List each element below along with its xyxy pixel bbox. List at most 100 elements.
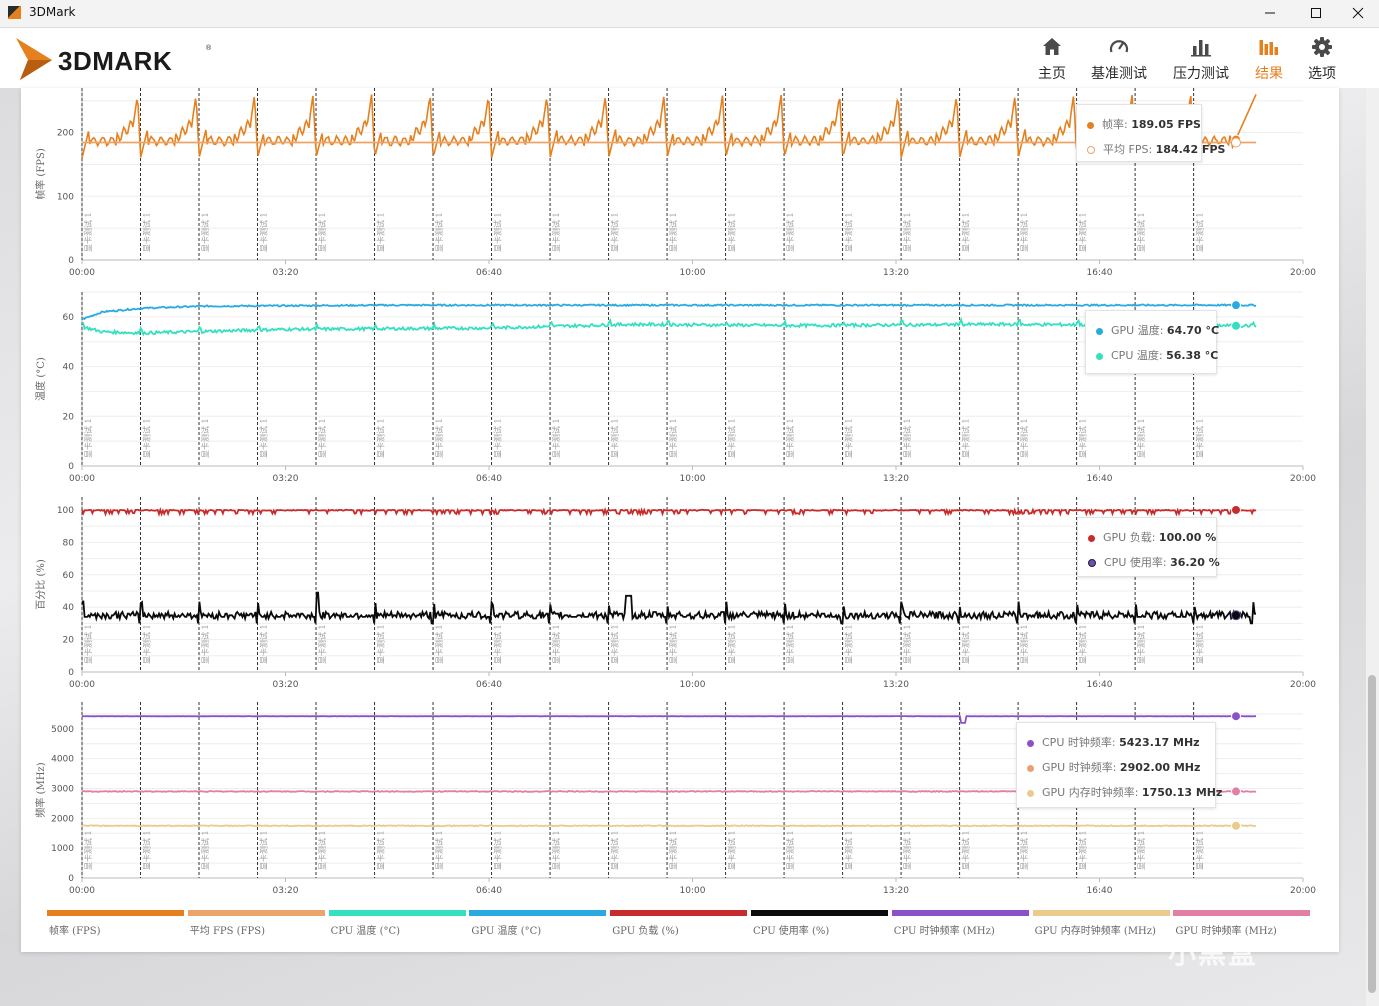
test-marker-label: 显卡测试 1: [259, 830, 269, 870]
results-icon: [1259, 40, 1278, 55]
legend-label: GPU 负载 (%): [612, 926, 679, 937]
legend-label: CPU 温度 (°C): [330, 926, 401, 937]
legend-swatch: [47, 910, 184, 916]
x-tick-label: 06:40: [476, 886, 502, 896]
test-marker-label: 显卡测试 1: [83, 624, 93, 664]
y-tick-label: 40: [63, 363, 75, 373]
legend-dot: [1087, 146, 1095, 154]
x-tick-label: 20:00: [1290, 680, 1316, 690]
test-marker-label: 显卡测试 1: [83, 212, 93, 252]
x-tick-label: 03:20: [273, 886, 299, 896]
legend-item[interactable]: CPU 使用率 (%): [751, 910, 888, 938]
legend-item[interactable]: GPU 时钟频率 (MHz): [1173, 910, 1311, 938]
y-tick-label: 20: [63, 412, 75, 422]
nav-stress-test[interactable]: 压力测试: [1170, 34, 1232, 84]
minimize-button[interactable]: [1247, 0, 1293, 27]
x-tick-label: 20:00: [1290, 474, 1316, 484]
tooltip-percentage: GPU 负载: 100.00 % CPU 使用率: 36.20 %: [1077, 517, 1220, 577]
legend-label: GPU 时钟频率 (MHz): [1175, 926, 1277, 937]
test-marker-label: 显卡测试 1: [493, 830, 503, 870]
legend-item[interactable]: GPU 内存时钟频率 (MHz): [1032, 910, 1170, 938]
x-tick-label: 06:40: [476, 268, 502, 278]
x-tick-label: 06:40: [476, 680, 502, 690]
series-line: [81, 824, 1257, 828]
legend-label: CPU 使用率 (%): [753, 926, 830, 937]
y-tick-label: 60: [63, 313, 75, 323]
legend-dot: [1027, 764, 1034, 772]
scrollbar-thumb[interactable]: [1368, 675, 1376, 993]
x-tick-label: 10:00: [680, 268, 706, 278]
test-marker-label: 显卡测试 1: [785, 212, 795, 252]
legend-dot: [1096, 352, 1103, 360]
series-line: [81, 303, 1257, 321]
minimize-icon: [1265, 12, 1275, 14]
y-axis-label: 百分比 (%): [35, 559, 47, 610]
test-marker-label: 显卡测试 1: [434, 624, 444, 664]
y-tick-label: 200: [57, 129, 74, 139]
y-axis-label: 帧率 (FPS): [34, 148, 47, 200]
legend-item[interactable]: CPU 温度 (°C): [328, 910, 466, 938]
test-marker-label: 显卡测试 1: [1136, 624, 1146, 664]
x-tick-label: 06:40: [476, 474, 502, 484]
x-tick-label: 20:00: [1290, 268, 1316, 278]
test-marker-label: 显卡测试 1: [317, 418, 327, 458]
test-marker-label: 显卡测试 1: [493, 212, 503, 252]
nav-benchmark[interactable]: 基准测试: [1088, 34, 1150, 84]
x-tick-label: 03:20: [273, 268, 299, 278]
test-marker-label: 显卡测试 1: [200, 212, 210, 252]
maximize-button[interactable]: [1293, 0, 1339, 27]
legend-swatch: [187, 910, 325, 916]
3dmark-logo[interactable]: 3DMARK ®: [14, 34, 214, 84]
speedometer-icon: [1109, 40, 1129, 53]
test-marker-label: 显卡测试 1: [1078, 212, 1088, 252]
x-tick-label: 13:20: [883, 680, 909, 690]
series-line: [81, 591, 1256, 625]
y-tick-label: 40: [63, 603, 75, 613]
legend-item[interactable]: CPU 时钟频率 (MHz): [891, 910, 1029, 938]
y-tick-label: 2000: [51, 814, 74, 824]
test-marker-label: 显卡测试 1: [727, 418, 737, 458]
tooltip-fps: 帧率: 189.05 FPS 平均 FPS: 184.42 FPS: [1076, 104, 1225, 162]
test-marker-label: 显卡测试 1: [844, 830, 854, 870]
y-tick-label: 100: [57, 192, 74, 202]
x-tick-label: 03:20: [273, 474, 299, 484]
test-marker-label: 显卡测试 1: [317, 212, 327, 252]
legend-label: CPU 时钟频率 (MHz): [893, 926, 995, 937]
test-marker-label: 显卡测试 1: [1195, 830, 1205, 870]
series-end-dot: [1231, 711, 1241, 722]
test-marker-label: 显卡测试 1: [551, 418, 561, 458]
test-marker-label: 显卡测试 1: [727, 212, 737, 252]
nav-options[interactable]: 选项: [1304, 34, 1340, 84]
legend-item[interactable]: 平均 FPS (FPS): [187, 910, 325, 938]
legend-item[interactable]: 帧率 (FPS): [47, 910, 184, 938]
test-marker-label: 显卡测试 1: [610, 624, 620, 664]
test-marker-label: 显卡测试 1: [844, 212, 854, 252]
test-marker-label: 显卡测试 1: [376, 624, 386, 664]
test-marker-label: 显卡测试 1: [961, 830, 971, 870]
maximize-icon: [1311, 8, 1321, 18]
test-marker-label: 显卡测试 1: [961, 418, 971, 458]
series-line: [81, 317, 1257, 337]
test-marker-label: 显卡测试 1: [200, 830, 210, 870]
bar-chart-icon: [1191, 40, 1211, 57]
test-marker-label: 显卡测试 1: [785, 418, 795, 458]
test-marker-label: 显卡测试 1: [83, 830, 93, 870]
close-button[interactable]: [1335, 0, 1379, 27]
test-marker-label: 显卡测试 1: [844, 418, 854, 458]
y-tick-label: 4000: [51, 755, 74, 765]
nav-home[interactable]: 主页: [1030, 34, 1074, 84]
x-tick-label: 20:00: [1290, 886, 1316, 896]
legend-item[interactable]: GPU 温度 (°C): [469, 910, 607, 938]
test-marker-label: 显卡测试 1: [1136, 418, 1146, 458]
test-marker-label: 显卡测试 1: [668, 624, 678, 664]
y-tick-label: 3000: [51, 785, 74, 795]
legend-label: GPU 温度 (°C): [471, 926, 542, 937]
test-marker-label: 显卡测试 1: [610, 418, 620, 458]
legend-swatch: [1032, 910, 1170, 916]
legend-item[interactable]: GPU 负载 (%): [610, 910, 748, 938]
y-tick-label: 1000: [51, 844, 74, 854]
test-marker-label: 显卡测试 1: [376, 212, 386, 252]
nav-results[interactable]: 结果: [1251, 34, 1287, 84]
nav-results-label: 结果: [1255, 66, 1283, 82]
x-tick-label: 16:40: [1087, 474, 1113, 484]
